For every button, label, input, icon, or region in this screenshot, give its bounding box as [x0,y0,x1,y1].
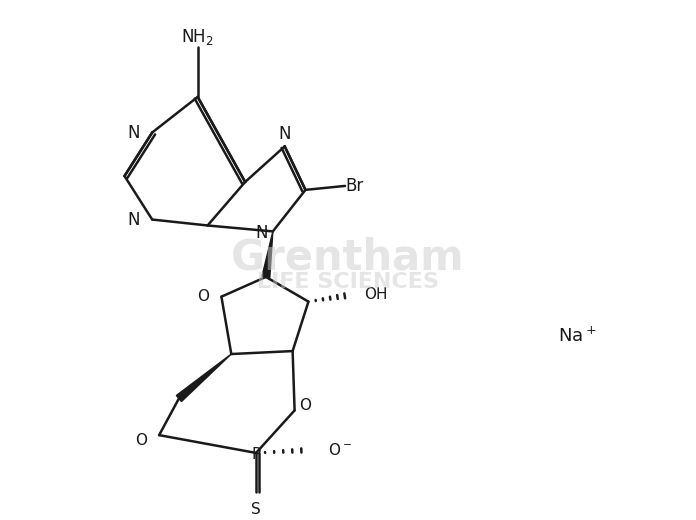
Text: Br: Br [345,177,363,195]
Text: O: O [135,433,148,448]
Polygon shape [262,231,273,278]
Text: O: O [299,398,312,413]
Text: OH: OH [364,287,387,302]
Text: S: S [251,502,261,517]
Text: Na$^+$: Na$^+$ [558,327,596,346]
Text: N: N [255,225,268,242]
Text: N: N [278,125,291,144]
Text: N: N [128,124,141,141]
Text: N: N [128,211,141,229]
Polygon shape [176,354,231,401]
Text: O$^-$: O$^-$ [329,442,352,458]
Text: LIFE SCIENCES: LIFE SCIENCES [257,272,439,292]
Text: NH$_2$: NH$_2$ [182,28,214,47]
Text: P: P [251,447,261,462]
Text: Grentham: Grentham [231,236,465,278]
Text: O: O [198,289,209,304]
